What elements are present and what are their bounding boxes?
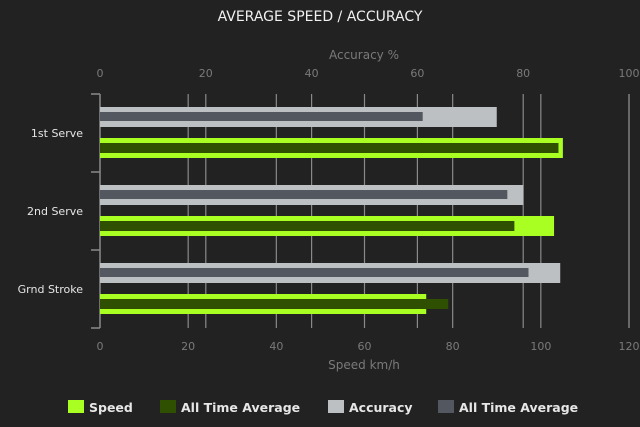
bar-speed-all-time-average	[100, 221, 515, 231]
legend-swatch	[438, 400, 454, 413]
top-axis-label: Accuracy %	[329, 48, 399, 62]
bar-accuracy-all-time-average	[100, 112, 423, 121]
legend-swatch	[68, 400, 84, 413]
top-tick-label: 0	[97, 67, 104, 80]
bottom-tick-label: 60	[358, 340, 372, 353]
top-tick-label: 40	[305, 67, 319, 80]
category-label: 1st Serve	[31, 127, 83, 140]
legend-label: All Time Average	[459, 400, 578, 415]
category-label: Grnd Stroke	[18, 283, 84, 296]
bar-accuracy-all-time-average	[100, 268, 529, 277]
legend-swatch	[328, 400, 344, 413]
chart-title: AVERAGE SPEED / ACCURACY	[218, 9, 423, 25]
bottom-tick-label: 0	[97, 340, 104, 353]
bottom-axis-label: Speed km/h	[328, 358, 400, 372]
top-tick-label: 60	[410, 67, 424, 80]
top-tick-label: 20	[199, 67, 213, 80]
legend-label: All Time Average	[181, 400, 300, 415]
top-tick-label: 100	[619, 67, 640, 80]
bottom-tick-label: 20	[181, 340, 195, 353]
bottom-tick-label: 120	[619, 340, 640, 353]
bottom-tick-label: 80	[446, 340, 460, 353]
top-tick-label: 80	[516, 67, 530, 80]
legend-label: Accuracy	[349, 400, 413, 415]
bar-accuracy-all-time-average	[100, 190, 508, 199]
bottom-tick-label: 100	[530, 340, 551, 353]
category-label: 2nd Serve	[27, 205, 83, 218]
bar-speed-all-time-average	[100, 143, 559, 153]
legend-swatch	[160, 400, 176, 413]
legend-label: Speed	[89, 400, 133, 415]
bar-speed-all-time-average	[100, 299, 449, 309]
bottom-tick-label: 40	[269, 340, 283, 353]
